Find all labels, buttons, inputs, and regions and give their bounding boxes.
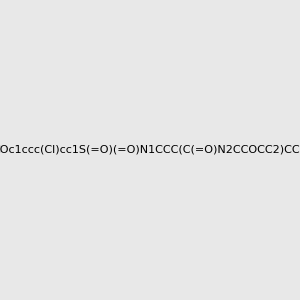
Text: COc1ccc(Cl)cc1S(=O)(=O)N1CCC(C(=O)N2CCOCC2)CC1: COc1ccc(Cl)cc1S(=O)(=O)N1CCC(C(=O)N2CCOC… [0,145,300,155]
